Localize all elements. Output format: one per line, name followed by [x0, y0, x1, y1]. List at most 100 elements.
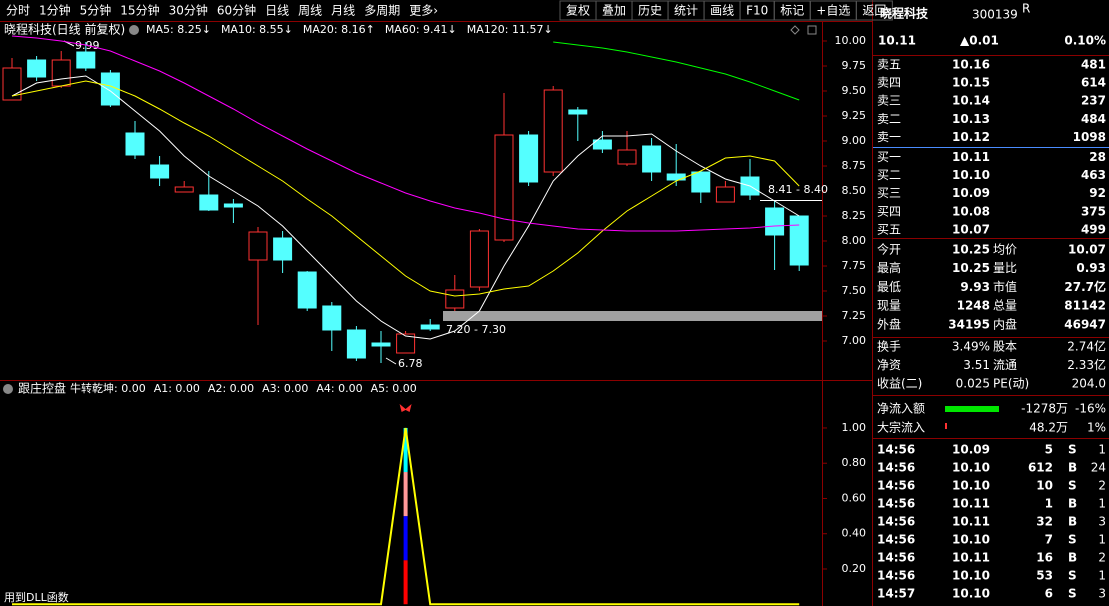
- tab[interactable]: 周线: [298, 4, 322, 18]
- legend-entry: MA10: 8.55↓: [221, 23, 293, 36]
- y-tick-label: 10.00: [835, 34, 867, 47]
- legend-entry: MA60: 9.41↓: [385, 23, 457, 36]
- tab[interactable]: 30分钟: [169, 3, 208, 18]
- tick-side: B: [1068, 551, 1077, 565]
- stat-label: 总量: [993, 299, 1017, 313]
- finance-label: PE(动): [993, 377, 1029, 391]
- tick-volume: 5: [1045, 443, 1053, 457]
- order-volume: 481: [1081, 58, 1106, 72]
- y-tick-label: 8.25: [842, 209, 867, 222]
- tick-time: 14:57: [877, 587, 915, 601]
- tick-price: 10.10: [952, 533, 990, 547]
- stat-value: 34195: [948, 317, 990, 331]
- tick-volume: 7: [1045, 533, 1053, 547]
- toolbar-button[interactable]: F10: [746, 4, 768, 18]
- tick-price: 10.11: [952, 551, 990, 565]
- y-tick-label: 9.75: [842, 59, 867, 72]
- finance-label: 换手: [877, 340, 901, 354]
- zone-label: 7.20 - 7.30: [446, 323, 506, 336]
- signal-bar: [403, 427, 408, 473]
- chart-title: 晓程科技(日线 前复权): [4, 22, 125, 37]
- toolbar-button[interactable]: 复权: [566, 4, 590, 18]
- icon[interactable]: [790, 25, 800, 35]
- tab[interactable]: 更多›: [409, 4, 438, 18]
- tick-time: 14:56: [877, 461, 915, 475]
- candle-body: [371, 342, 391, 347]
- stat-label: 外盘: [877, 316, 901, 331]
- candle-body: [248, 231, 268, 261]
- annotation-leader: [385, 357, 397, 365]
- tab[interactable]: 多周期: [364, 4, 400, 18]
- price-zone: [760, 200, 822, 201]
- tick-time: 14:56: [877, 479, 915, 493]
- candle-body: [543, 89, 563, 173]
- tick-price: 10.10: [952, 461, 990, 475]
- order-volume: 237: [1081, 94, 1106, 108]
- order-label: 卖三: [877, 94, 901, 108]
- tick-side: B: [1068, 497, 1077, 511]
- y-tick-label: 0.20: [842, 562, 867, 575]
- tick-time: 14:56: [877, 569, 915, 583]
- candle-body: [715, 186, 735, 203]
- order-volume: 499: [1081, 222, 1106, 236]
- indicator-title: 跟庄控盘: [18, 381, 66, 396]
- toolbar-button[interactable]: 历史: [638, 4, 662, 18]
- button-frame[interactable]: [855, 0, 893, 21]
- y-tick-label: 7.25: [842, 309, 867, 322]
- order-label: 卖一: [877, 130, 901, 144]
- toolbar-button[interactable]: 叠加: [602, 4, 626, 18]
- toolbar-button[interactable]: 统计: [674, 4, 698, 18]
- settings-icon[interactable]: [3, 384, 13, 394]
- flow-percent: 1%: [1087, 421, 1106, 435]
- order-volume: 1098: [1073, 130, 1106, 144]
- tick-volume: 16: [1036, 551, 1053, 565]
- tab[interactable]: 分时: [6, 4, 30, 18]
- order-label: 买一: [877, 150, 901, 164]
- candle-body: [617, 149, 637, 165]
- order-price: 10.10: [952, 168, 990, 182]
- stock-name: 晓程科技: [880, 6, 929, 21]
- tick-count: 1: [1098, 497, 1106, 511]
- stat-label: 最高: [877, 260, 901, 275]
- tick-side: B: [1068, 461, 1077, 475]
- settings-icon[interactable]: [129, 25, 139, 35]
- icon[interactable]: [807, 25, 817, 35]
- tab[interactable]: 15分钟: [120, 3, 159, 18]
- toolbar-button[interactable]: 标记: [780, 4, 804, 18]
- tab[interactable]: 日线: [265, 4, 289, 18]
- tick-time: 14:56: [877, 551, 915, 565]
- stat-value: 10.25: [952, 261, 990, 275]
- ma-line: [11, 80, 800, 297]
- order-label: 买五: [877, 222, 901, 236]
- legend-entry: MA5: 8.25↓: [146, 23, 211, 36]
- tab[interactable]: 1分钟: [39, 3, 71, 18]
- toolbar-button[interactable]: +自选: [816, 4, 850, 18]
- candle-body: [789, 215, 809, 266]
- tab[interactable]: 5分钟: [80, 3, 112, 18]
- flow-bar: [945, 406, 999, 412]
- order-label: 买二: [877, 168, 901, 182]
- tick-price: 10.10: [952, 587, 990, 601]
- tab[interactable]: 60分钟: [217, 3, 256, 18]
- stat-label: 今开: [877, 242, 901, 257]
- badge: R: [1022, 2, 1030, 16]
- footer-note: 用到DLL函数: [4, 591, 69, 604]
- tick-side: S: [1068, 443, 1077, 457]
- tick-volume: 32: [1036, 515, 1053, 529]
- y-tick-label: 0.80: [842, 456, 867, 469]
- signal-icon: [399, 404, 412, 412]
- stat-label: 量比: [993, 261, 1017, 275]
- tick-side: B: [1068, 515, 1077, 529]
- last-price: 10.11: [878, 34, 916, 48]
- tab[interactable]: 月线: [331, 4, 355, 18]
- ma-line: [553, 41, 800, 101]
- tick-side: S: [1068, 533, 1077, 547]
- y-tick-label: 0.40: [842, 527, 867, 540]
- legend-entry: A5: 0.00: [371, 382, 417, 395]
- toolbar-button[interactable]: 画线: [710, 4, 734, 18]
- toolbar-button[interactable]: 返回: [862, 4, 886, 18]
- price-change: ▲0.01: [960, 34, 999, 48]
- tick-volume: 612: [1028, 461, 1053, 475]
